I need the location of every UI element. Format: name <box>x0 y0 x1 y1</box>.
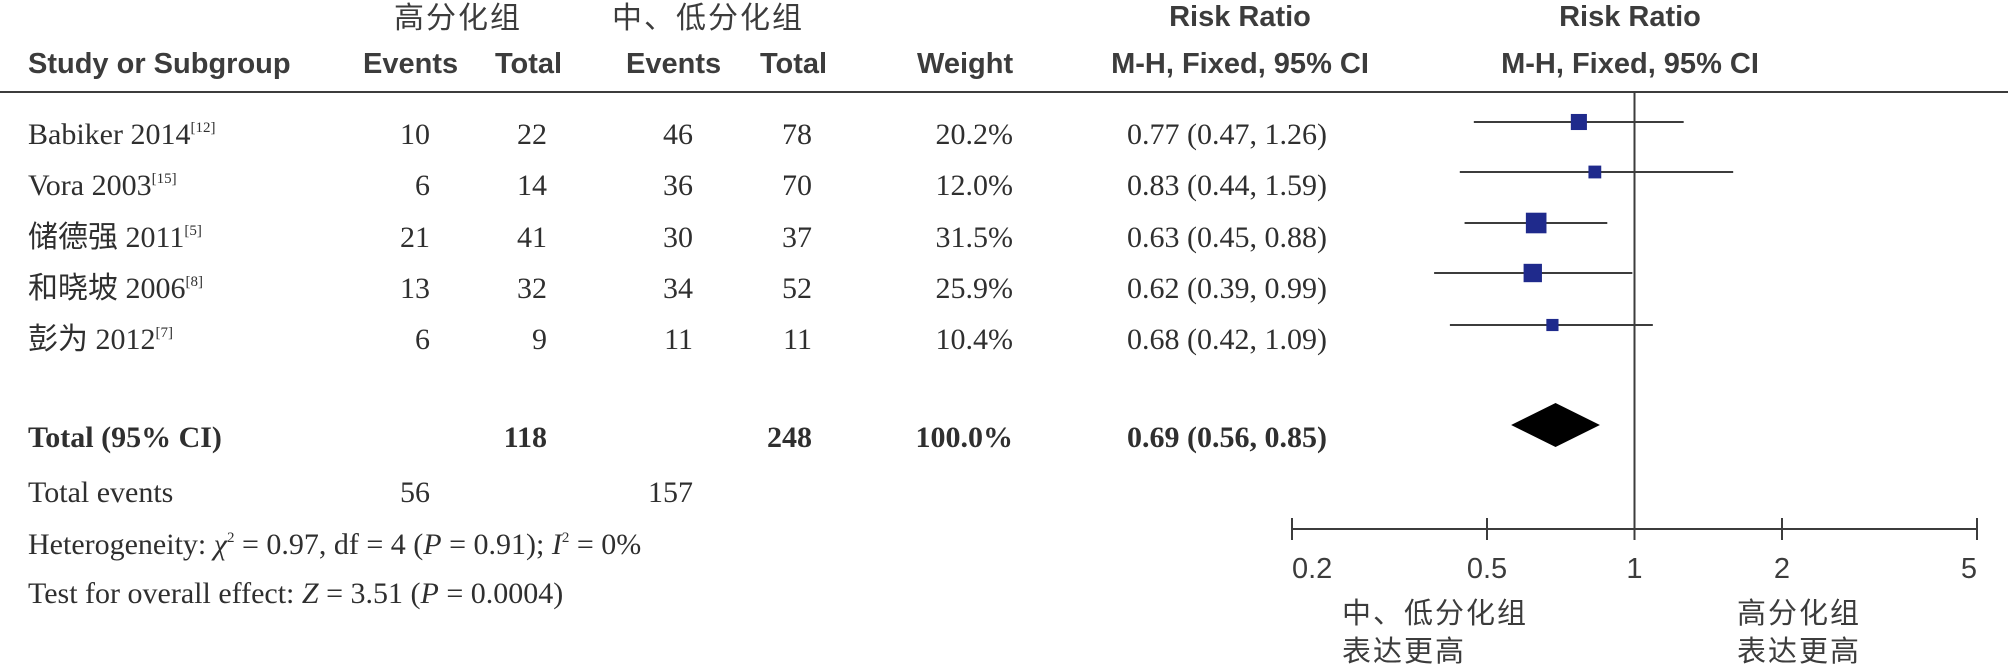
reference-mark: [7] <box>155 325 174 341</box>
weight-box <box>1570 113 1587 131</box>
events-1: 10 <box>400 118 430 151</box>
favours-right-label: 高分化组 表达更高 <box>1737 596 1862 666</box>
total-1: 9 <box>532 323 547 356</box>
total-2: 52 <box>782 272 812 305</box>
overall-effect-text: Test for overall effect: Z = 3.51 (P = 0… <box>28 577 564 610</box>
weight-box <box>1523 263 1542 283</box>
study-name: Vora 2003[15] <box>28 169 177 202</box>
weight: 12.0% <box>935 169 1014 202</box>
risk-ratio-header-1: Risk Ratio <box>1169 1 1311 33</box>
study-name: 彭为 2012[7] <box>28 323 174 356</box>
total-1: 32 <box>517 272 547 305</box>
total-events-2: 157 <box>648 476 693 509</box>
weight-box <box>1546 318 1559 332</box>
total-1-header: Total <box>495 48 563 80</box>
events-1: 13 <box>400 272 430 305</box>
total-1: 22 <box>517 118 547 151</box>
events-1: 21 <box>400 221 430 254</box>
study-name: 和晓坡 2006[8] <box>28 272 204 305</box>
method-header-2: M-H, Fixed, 95% CI <box>1501 48 1759 80</box>
favours-left-label: 中、低分化组 表达更高 <box>1342 596 1529 666</box>
study-column-header: Study or Subgroup <box>28 48 291 80</box>
study-name: 储德强 2011[5] <box>28 221 202 254</box>
weight: 25.9% <box>935 272 1014 305</box>
ci-text: 0.68 (0.42, 1.09) <box>1127 323 1327 356</box>
study-name: Babiker 2014[12] <box>28 118 216 151</box>
total-2: 248 <box>767 421 812 454</box>
total-events-1: 56 <box>400 476 430 509</box>
total-2-header: Total <box>760 48 828 80</box>
ci-text: 0.77 (0.47, 1.26) <box>1127 118 1327 151</box>
reference-mark: [12] <box>190 120 216 136</box>
events-2: 34 <box>663 272 693 305</box>
total-label: Total (95% CI) <box>28 421 222 454</box>
x-tick-label: 1 <box>1626 553 1642 585</box>
total-events-label: Total events <box>28 476 174 509</box>
events-1-header: Events <box>363 48 459 80</box>
x-tick-label: 5 <box>1961 553 1977 585</box>
weight: 20.2% <box>935 118 1014 151</box>
total-1: 41 <box>517 221 547 254</box>
x-tick-label: 0.5 <box>1467 553 1507 585</box>
total-1: 118 <box>503 421 547 454</box>
total-1: 14 <box>517 169 547 202</box>
total-ci-text: 0.69 (0.56, 0.85) <box>1127 421 1327 454</box>
pooled-diamond <box>1511 403 1600 447</box>
events-2: 11 <box>664 323 693 356</box>
reference-mark: [15] <box>151 171 177 187</box>
group-low-header: 中、低分化组 <box>612 1 804 36</box>
weight: 10.4% <box>935 323 1014 356</box>
events-2: 30 <box>663 221 693 254</box>
total-weight: 100.0% <box>915 421 1014 454</box>
events-2: 46 <box>663 118 693 151</box>
ci-text: 0.83 (0.44, 1.59) <box>1127 169 1327 202</box>
reference-mark: [8] <box>185 274 204 290</box>
group-high-header: 高分化组 <box>394 1 522 36</box>
method-header-1: M-H, Fixed, 95% CI <box>1111 48 1369 80</box>
events-1: 6 <box>415 169 430 202</box>
x-tick-label: 2 <box>1774 553 1790 585</box>
weight: 31.5% <box>935 221 1014 254</box>
events-2-header: Events <box>626 48 722 80</box>
total-2: 11 <box>783 323 812 356</box>
weight-box <box>1588 165 1602 179</box>
total-2: 70 <box>782 169 812 202</box>
weight-header: Weight <box>917 48 1014 80</box>
heterogeneity-text: Heterogeneity: χ2 = 0.97, df = 4 (P = 0.… <box>28 528 642 561</box>
ci-text: 0.62 (0.39, 0.99) <box>1127 272 1327 305</box>
total-2: 78 <box>782 118 812 151</box>
ci-text: 0.63 (0.45, 0.88) <box>1127 221 1327 254</box>
weight-box <box>1525 212 1547 234</box>
events-1: 6 <box>415 323 430 356</box>
total-2: 37 <box>782 221 812 254</box>
reference-mark: [5] <box>184 223 202 239</box>
header-rule <box>0 91 2008 93</box>
x-tick-label: 0.2 <box>1292 553 1332 585</box>
events-2: 36 <box>663 169 693 202</box>
risk-ratio-header-2: Risk Ratio <box>1559 1 1701 33</box>
